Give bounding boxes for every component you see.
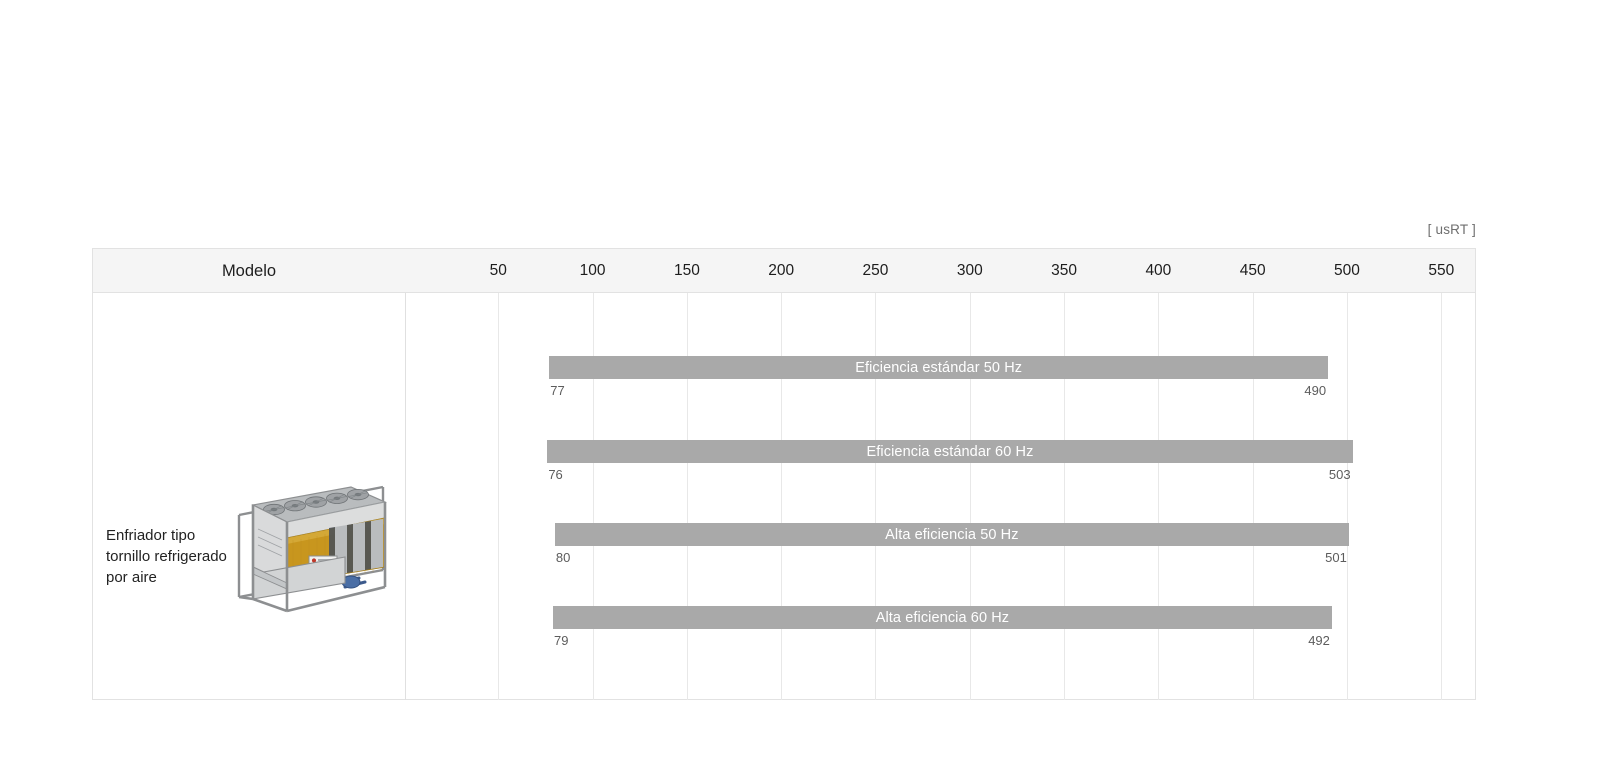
gridline-150: [687, 293, 688, 700]
bar-max-value: 501: [1325, 550, 1347, 565]
gridline-250: [875, 293, 876, 700]
capacity-range-table: Modelo 50 100 150 200 250 300 350 400 450 500 550 …: [92, 248, 1476, 700]
bar-max-value: 490: [1304, 383, 1327, 398]
axis-tick-350: 350: [1051, 262, 1078, 279]
capacity-bar: Alta eficiencia 60 Hz: [552, 606, 1332, 629]
table-body: Enfriador tipo tornillo refrigerado por …: [93, 293, 1475, 700]
unit-label: [ usRT ]: [1427, 222, 1476, 237]
model-name-label: Enfriador tipo tornillo refrigerado por …: [106, 527, 227, 586]
bar-label: Alta eficiencia 60 Hz: [875, 609, 1010, 626]
column-header-modelo: Modelo: [221, 262, 277, 280]
axis-tick-550: 550: [1428, 262, 1455, 279]
capacity-bar: Eficiencia estándar 50 Hz: [549, 356, 1329, 379]
bar-label: Eficiencia estándar 50 Hz: [855, 359, 1023, 376]
axis-tick-300: 300: [956, 262, 983, 279]
gridline-500: [1347, 293, 1348, 700]
gridline-200: [781, 293, 782, 700]
capacity-bar: Eficiencia estándar 60 Hz: [547, 440, 1353, 463]
bar-min-value: 76: [548, 467, 563, 482]
axis-tick-200: 200: [768, 262, 795, 279]
table-header-row: Modelo 50 100 150 200 250 300 350 400 450 500 550: [93, 249, 1475, 293]
bar-min-value: 77: [550, 383, 565, 398]
gridline-450: [1253, 293, 1254, 700]
gridline-50: [498, 293, 499, 700]
model-cell: Enfriador tipo tornillo refrigerado por …: [93, 293, 405, 700]
gridline-550: [1441, 293, 1442, 700]
gridline-400: [1158, 293, 1159, 700]
bar-min-value: 79: [553, 633, 569, 648]
bar-label: Alta eficiencia 50 Hz: [885, 526, 1019, 543]
axis-tick-100: 100: [579, 262, 606, 279]
axis-tick-50: 50: [489, 262, 507, 279]
bar-min-value: 80: [555, 550, 571, 565]
gridline-100: [593, 293, 594, 700]
axis-tick-250: 250: [862, 262, 889, 279]
axis-tick-450: 450: [1239, 262, 1266, 279]
gridline-300: [970, 293, 971, 700]
axis-tick-400: 400: [1145, 262, 1172, 279]
model-column-divider: [405, 293, 406, 700]
bar-max-value: 503: [1328, 467, 1351, 482]
capacity-bar: Alta eficiencia 50 Hz: [554, 523, 1349, 546]
axis-tick-500: 500: [1334, 262, 1360, 279]
air-cooled-screw-chiller-image: [233, 471, 391, 619]
bar-max-value: 492: [1308, 633, 1330, 648]
bar-label: Eficiencia estándar 60 Hz: [866, 443, 1034, 460]
axis-tick-150: 150: [673, 262, 700, 279]
gridline-350: [1064, 293, 1065, 700]
